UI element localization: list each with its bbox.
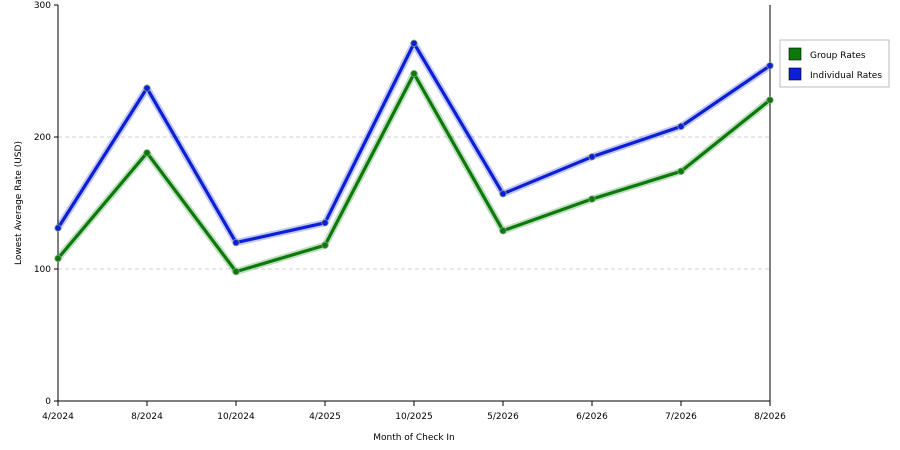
x-tick-label: 10/2024 (217, 412, 255, 422)
x-tick-label: 6/2026 (576, 412, 608, 422)
data-point (766, 96, 774, 104)
data-point (499, 227, 507, 235)
data-point (410, 39, 418, 47)
data-point (143, 84, 151, 92)
axes (54, 4, 771, 406)
data-point (321, 219, 329, 227)
data-point (410, 70, 418, 78)
data-point (232, 268, 240, 276)
legend-swatch (788, 47, 802, 61)
legend: Group Rates Individual Rates (779, 39, 890, 88)
x-tick-label: 4/2024 (42, 412, 74, 422)
y-axis-title: Lowest Average Rate (USD) (14, 141, 24, 265)
data-point (499, 190, 507, 198)
x-axis-title: Month of Check In (373, 433, 455, 443)
data-point (588, 195, 596, 203)
y-tick-label: 200 (34, 133, 51, 143)
data-point (232, 239, 240, 247)
x-tick-label: 8/2026 (754, 412, 786, 422)
series-group (54, 39, 774, 276)
data-point (677, 122, 685, 131)
data-point (54, 224, 62, 232)
x-tick-label: 7/2026 (665, 412, 697, 422)
legend-label: Individual Rates (810, 71, 882, 81)
data-point (588, 153, 596, 161)
data-point (143, 149, 151, 157)
legend-swatch (788, 67, 802, 81)
legend-label: Group Rates (810, 51, 866, 61)
series-glow (55, 70, 773, 276)
grid-lines (58, 136, 770, 270)
x-tick-label: 8/2024 (131, 412, 163, 422)
x-tick-label: 10/2025 (395, 412, 432, 422)
y-tick-label: 100 (34, 265, 51, 275)
tick-labels: 0 100 200 300 4/2024 8/2024 10/2024 4/2025 10/20… (34, 1, 786, 422)
y-tick-label: 300 (34, 1, 51, 11)
data-point (677, 167, 685, 175)
data-point (321, 241, 329, 249)
data-point (766, 62, 774, 70)
x-tick-label: 5/2026 (487, 412, 519, 422)
y-tick-label: 0 (45, 397, 51, 407)
data-point (54, 254, 62, 263)
x-tick-label: 4/2025 (309, 412, 341, 422)
